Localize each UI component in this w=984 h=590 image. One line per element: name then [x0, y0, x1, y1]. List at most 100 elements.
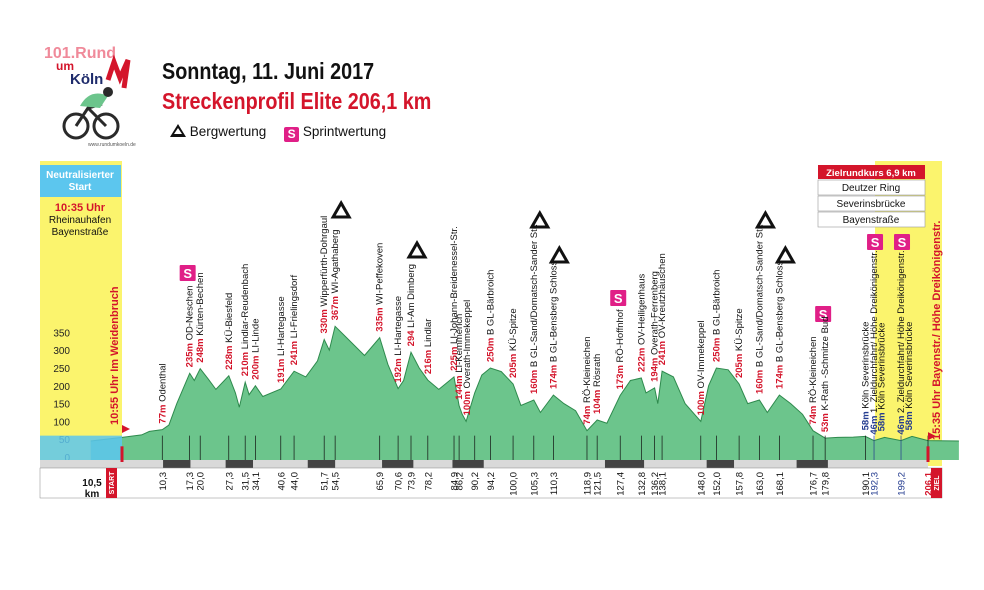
place-name: 2. Zieldurchfahrt/ Höhe Dreikönigenstr. [896, 250, 907, 415]
place-label: 225m LI-Johann-Breidenessel-Str. [449, 226, 460, 371]
place-elevation: 191m [276, 359, 287, 383]
place-elevation: 250m [711, 338, 722, 362]
place-label: 174m B GL-Bensberg Schloss [548, 260, 559, 389]
y-tick-label: 100 [53, 417, 70, 428]
sprint-badge-letter: S [614, 291, 623, 306]
place-label: 100m OV-Immekeppel [696, 320, 707, 415]
road-bar-segment [706, 460, 735, 468]
place-elevation: 173m [615, 365, 626, 389]
profile-title: Streckenprofil Elite 206,1 km [162, 88, 432, 114]
place-name: RÖ-Kleineichen [582, 336, 593, 405]
place-name: Overath-Immekeppel [462, 300, 473, 391]
km-tick-label: 138,1 [658, 472, 669, 496]
sprint-badge-icon [179, 265, 196, 281]
ziel-tag: ZIEL [934, 475, 941, 491]
place-elevation: 216m [423, 350, 434, 374]
race-logo: 101.Rund um Köln www.rundumkoeln.de [42, 42, 157, 150]
place-elevation: 241m [657, 341, 668, 365]
place-label: 330m Wipperfürth-Dohrgaul [319, 216, 330, 334]
place-elevation: 225m [449, 347, 460, 371]
km-tick-label: 65,9 [375, 472, 386, 491]
km-tick-label: 157,8 [735, 472, 746, 496]
place-label: 58m Köln Severinsbrücke [860, 322, 871, 431]
km-tick-label: 132,8 [637, 472, 648, 496]
place-elevation: 222m [636, 348, 647, 372]
place-name: Odenthal [157, 363, 168, 404]
finish-box-title: Zielrundkurs 6,9 km [826, 168, 916, 179]
place-name: OV-Kreutzhäuschen [657, 253, 668, 341]
km-tick-label: 163,0 [755, 472, 766, 496]
logo-url: www.rundumkoeln.de [88, 142, 136, 148]
place-label: 144m LI-Kemmerich [454, 314, 465, 400]
finish-yellow-edge [928, 161, 942, 466]
start-info-header [40, 165, 121, 197]
km-tick-label: 127,4 [616, 472, 627, 496]
place-elevation: 250m [485, 338, 496, 362]
km-tick-label: 84,9 [450, 472, 461, 491]
place-name: WI-Peffekoven [375, 243, 386, 308]
km-tick-label: 190,1 [861, 472, 872, 496]
place-label: 228m KÜ-Biesfeld [224, 293, 235, 370]
climb-triangle-icon [529, 209, 551, 229]
start-distance-label: 10,5 [82, 478, 102, 489]
km-tick-label: 17,3 [185, 472, 196, 491]
place-label: 58m Köln Severinsbrücke [904, 322, 915, 431]
place-elevation: 100m [696, 391, 707, 415]
place-elevation: 205m [734, 354, 745, 378]
place-elevation: 104m [592, 390, 603, 414]
elevation-line [90, 325, 959, 442]
km-tick-label: 20,0 [196, 472, 207, 491]
start-flag-icon [122, 424, 130, 433]
place-label: 216m Lindlar [423, 319, 434, 374]
sprint-badge-letter: S [183, 266, 192, 281]
finish-street: Severinsbrücke [837, 199, 906, 210]
place-name: Köln Severinsbrücke [876, 323, 887, 413]
place-label: 160m B GL-Sand/Domatsch-Sander Str. [754, 224, 765, 394]
place-label: 104m Rösrath [592, 354, 603, 414]
place-label: 205m KÜ-Spitze [508, 308, 519, 378]
sprint-badge-icon [894, 234, 911, 250]
place-name: LI-Kemmerich [454, 314, 465, 376]
place-label: 294 LI-Am Dimberg [406, 264, 417, 346]
sprint-badge-letter: S [819, 307, 828, 322]
start-distance-unit: km [85, 489, 100, 500]
place-name: LI-Hartegasse [276, 296, 287, 358]
place-name: KÜ-Spitze [508, 308, 519, 353]
place-name: KÜ-Spitze [734, 308, 745, 353]
place-label: 248m Kürten-Bechen [195, 272, 206, 362]
place-label: 160m B GL-Sand/Domatsch-Sander Str. [529, 224, 540, 394]
place-label: 173m RÖ-Hoffnhof [615, 309, 626, 389]
elevation-area [90, 326, 959, 460]
road-bar-segment [796, 460, 828, 468]
place-elevation: 205m [508, 354, 519, 378]
place-label: 210m Lindlar-Reudenbach [240, 264, 251, 377]
sprint-badge-icon [815, 306, 832, 322]
place-name: Wipperfürth-Dohrgaul [319, 216, 330, 309]
start-place-1: Rheinauhafen [49, 215, 111, 226]
km-tick-label: 168,1 [775, 472, 786, 496]
road-bar-segment [163, 460, 191, 468]
sprint-badge-icon [867, 234, 884, 250]
y-tick-label: 250 [53, 364, 70, 375]
km-tick-label: 152,0 [712, 472, 723, 496]
sprint-badge-letter: S [871, 235, 880, 250]
climb-triangle-icon [170, 124, 186, 137]
sprint-badge-icon [610, 290, 627, 306]
place-elevation: 46m [869, 416, 880, 435]
finish-street: Bayenstraße [843, 215, 900, 226]
place-name: 1. Zieldurchfahrt/ Höhe Dreikönigenstr. [869, 250, 880, 415]
km-tick-label: 54,5 [331, 472, 342, 491]
place-name: Kürten-Bechen [195, 272, 206, 338]
legend-sprint-label: Sprintwertung [302, 124, 387, 139]
place-name: LI-Am Dimberg [406, 264, 417, 331]
place-label: 74m RÖ-Kleineichen [808, 336, 819, 424]
place-elevation: 192m [393, 358, 404, 382]
km-tick-label: 176,7 [809, 472, 820, 496]
place-name: B GL-Bärbroich [711, 270, 722, 338]
place-elevation: 174m [774, 365, 785, 389]
place-label: 58m Köln Severinsbrücke [876, 323, 887, 432]
km-tick-label: 199,2 [897, 472, 908, 496]
start-box-title-2: Start [69, 182, 92, 193]
km-tick-label: 78,2 [423, 472, 434, 491]
